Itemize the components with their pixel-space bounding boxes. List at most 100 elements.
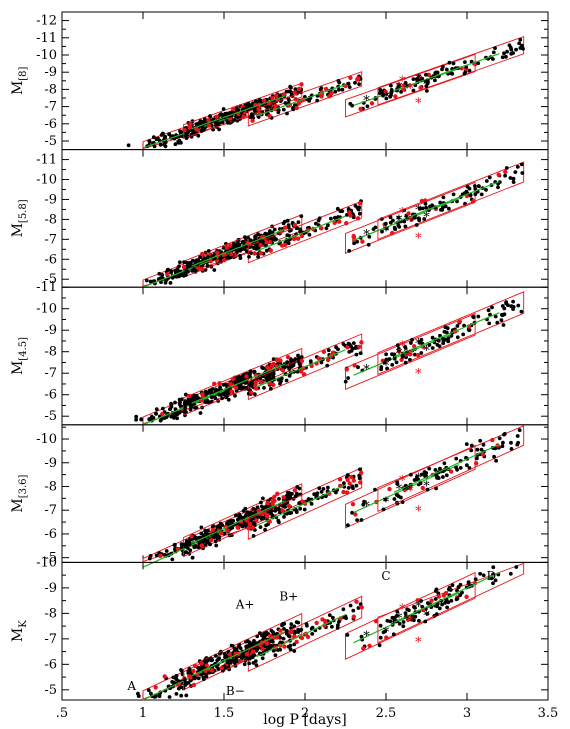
- data-point: [500, 444, 505, 449]
- star-marker-red: *: [407, 82, 414, 97]
- data-point: [246, 639, 251, 644]
- data-point-red: [247, 522, 253, 527]
- data-point-red: [299, 233, 304, 239]
- data-point: [251, 534, 256, 538]
- data-point: [357, 205, 362, 210]
- data-point: [166, 267, 170, 272]
- data-point: [232, 118, 237, 122]
- data-point: [417, 340, 422, 345]
- panel-frame: [61, 286, 549, 426]
- data-point-red: [269, 363, 274, 368]
- data-point-red: [206, 123, 212, 128]
- data-point-red: [325, 357, 331, 363]
- data-point-red: [252, 251, 257, 256]
- data-point: [213, 396, 218, 400]
- data-point: [500, 304, 505, 308]
- data-point: [197, 666, 201, 670]
- data-point: [252, 107, 257, 112]
- data-point: [425, 89, 429, 93]
- data-point: [515, 442, 520, 447]
- data-point: [518, 37, 523, 42]
- data-point-red: [327, 94, 332, 99]
- data-point: [238, 383, 243, 388]
- y-tick-label: -8: [44, 345, 57, 360]
- data-point: [287, 233, 291, 238]
- data-point: [190, 258, 195, 263]
- data-point: [383, 497, 388, 502]
- star-marker-red: *: [415, 505, 422, 520]
- data-point: [315, 491, 320, 496]
- data-point: [203, 389, 208, 394]
- data-point: [239, 377, 244, 381]
- y-tick-label: -6: [44, 527, 57, 542]
- data-point: [184, 136, 189, 141]
- data-point: [466, 580, 471, 584]
- data-point-red: [268, 248, 273, 253]
- data-point: [187, 667, 192, 672]
- star-marker: *: [383, 495, 390, 510]
- data-point: [283, 101, 288, 105]
- data-point: [403, 360, 408, 365]
- data-point-red: [348, 213, 353, 218]
- data-point: [287, 496, 292, 501]
- data-point: [259, 239, 264, 244]
- data-point: [438, 466, 442, 471]
- data-point: [493, 578, 498, 583]
- data-point-red: [160, 411, 165, 417]
- data-point-red: [329, 91, 334, 96]
- data-point-red: [305, 634, 311, 640]
- data-point: [479, 447, 484, 452]
- data-point: [280, 623, 284, 628]
- star-marker: *: [383, 359, 390, 374]
- data-point: [416, 78, 421, 83]
- data-point-red: [268, 633, 273, 639]
- data-point: [203, 528, 208, 533]
- data-point: [461, 332, 466, 337]
- star-marker: *: [423, 344, 430, 359]
- data-point: [268, 104, 272, 109]
- data-point: [176, 140, 181, 145]
- data-point: [212, 268, 217, 272]
- y-tick-label: -9: [44, 323, 57, 338]
- data-point: [196, 133, 201, 138]
- data-point: [334, 345, 338, 350]
- data-point-red: [503, 169, 508, 175]
- data-point: [353, 80, 357, 85]
- data-point: [414, 477, 419, 482]
- data-point: [347, 85, 352, 89]
- data-point-red: [357, 344, 362, 349]
- data-point: [256, 255, 260, 259]
- data-point: [326, 485, 330, 490]
- star-marker-red: *: [399, 75, 406, 90]
- data-point: [460, 590, 464, 595]
- y-axis-label-main: M: [10, 628, 26, 642]
- data-point: [134, 414, 139, 419]
- data-point: [196, 676, 201, 681]
- annotation-label: B+: [279, 590, 298, 604]
- data-point: [516, 303, 521, 308]
- data-point: [296, 353, 300, 358]
- data-point: [503, 173, 507, 178]
- data-point: [396, 494, 401, 499]
- data-point: [443, 204, 448, 209]
- data-point-red: [228, 381, 233, 387]
- data-point-red: [181, 264, 187, 270]
- data-point: [491, 57, 495, 61]
- data-point-red: [199, 661, 204, 666]
- data-point: [340, 209, 345, 214]
- data-point-red: [227, 652, 232, 657]
- data-point-red: [323, 619, 328, 624]
- data-point: [455, 324, 460, 328]
- data-point-red: [282, 644, 287, 649]
- data-point: [248, 238, 253, 243]
- data-point: [173, 142, 178, 147]
- data-point: [233, 393, 237, 398]
- data-point: [473, 187, 478, 191]
- star-marker-red: *: [415, 96, 422, 111]
- data-point: [504, 301, 508, 306]
- data-point-red: [474, 461, 479, 466]
- data-point: [384, 352, 388, 357]
- data-point-red: [194, 127, 199, 132]
- data-point: [251, 661, 256, 665]
- fit-line: [191, 228, 286, 267]
